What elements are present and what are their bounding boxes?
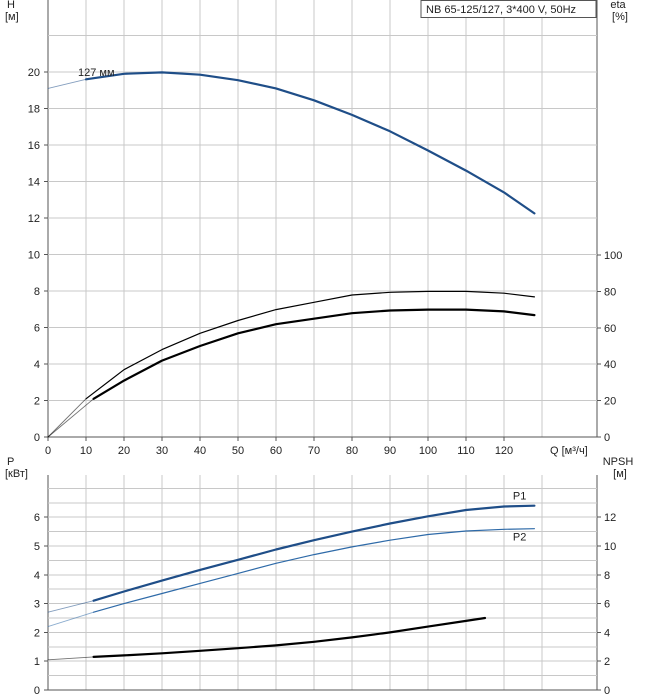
x-axis-label: Q [м³/ч] <box>550 445 588 457</box>
x-tick-label: 60 <box>270 445 282 457</box>
series-label: P1 <box>513 491 526 503</box>
left-tick-label: 0 <box>34 432 40 444</box>
chart-title: NB 65-125/127, 3*400 V, 50Hz <box>426 4 576 16</box>
left-tick-label: 6 <box>34 323 40 335</box>
left-axis-unit: [м] <box>5 11 19 23</box>
series-extrapolated-segment <box>47 398 87 438</box>
series-label: P2 <box>513 532 526 544</box>
left-tick-label: 2 <box>34 627 40 639</box>
right-tick-label: 4 <box>604 627 610 639</box>
right-axis-label: eta <box>610 0 626 11</box>
series-extrapolated-segment <box>47 398 95 438</box>
left-tick-label: 20 <box>28 67 40 79</box>
series-line-1-2 <box>92 616 487 658</box>
left-tick-label: 3 <box>34 599 40 611</box>
title-box <box>420 0 597 18</box>
right-tick-label: 0 <box>604 685 610 697</box>
left-tick-label: 4 <box>34 570 40 582</box>
x-tick-label: 80 <box>346 445 358 457</box>
right-axis-unit: [м] <box>613 468 627 480</box>
series-extrapolated-segment <box>47 611 95 628</box>
series-extrapolated-segment <box>47 656 95 661</box>
right-tick-label: 12 <box>604 512 616 524</box>
left-tick-label: 6 <box>34 512 40 524</box>
series-line-0-1 <box>85 290 535 400</box>
left-tick-label: 8 <box>34 286 40 298</box>
left-axis-label: P <box>7 456 14 468</box>
left-axis-label: H <box>7 0 15 11</box>
series-extrapolated-segment <box>47 600 95 613</box>
x-tick-label: 100 <box>419 445 437 457</box>
left-tick-label: 12 <box>28 213 40 225</box>
right-axis-unit: [%] <box>612 11 628 23</box>
x-tick-label: 70 <box>308 445 320 457</box>
right-tick-label: 20 <box>604 396 616 408</box>
x-tick-label: 20 <box>118 445 130 457</box>
series-line-127-мм <box>84 71 536 215</box>
right-tick-label: 80 <box>604 286 616 298</box>
right-tick-label: 60 <box>604 323 616 335</box>
right-tick-label: 2 <box>604 656 610 668</box>
x-tick-label: 110 <box>457 445 475 457</box>
series-line-p1 <box>92 504 536 602</box>
left-axis-unit: [кВт] <box>5 468 28 480</box>
right-tick-label: 6 <box>604 599 610 611</box>
right-tick-label: 8 <box>604 570 610 582</box>
series-line-p2 <box>93 528 535 613</box>
left-tick-label: 1 <box>34 656 40 668</box>
x-tick-label: 90 <box>384 445 396 457</box>
head-efficiency-plot: 0 2 4 6 8 10 12 14 16 18 20 H[м] 0 20 40 60 80 100 eta[%] 0… <box>5 0 628 457</box>
left-tick-label: 10 <box>28 250 40 262</box>
right-axis-label: NPSH <box>603 456 634 468</box>
left-tick-label: 4 <box>34 359 40 371</box>
x-tick-label: 50 <box>232 445 244 457</box>
x-tick-label: 0 <box>45 445 51 457</box>
left-tick-label: 0 <box>34 685 40 697</box>
x-tick-label: 10 <box>80 445 92 457</box>
right-tick-label: 40 <box>604 359 616 371</box>
right-tick-label: 10 <box>604 541 616 553</box>
x-tick-label: 120 <box>495 445 513 457</box>
left-tick-label: 14 <box>28 177 40 189</box>
left-tick-label: 16 <box>28 140 40 152</box>
left-tick-label: 2 <box>34 396 40 408</box>
series-line-0-2 <box>92 308 536 400</box>
right-tick-label: 0 <box>604 432 610 444</box>
series-extrapolated-segment <box>47 78 87 89</box>
x-tick-label: 30 <box>156 445 168 457</box>
x-tick-label: 40 <box>194 445 206 457</box>
left-tick-label: 18 <box>28 104 40 116</box>
right-tick-label: 100 <box>604 250 622 262</box>
series-label: 127 мм <box>78 67 115 79</box>
left-tick-label: 5 <box>34 541 40 553</box>
